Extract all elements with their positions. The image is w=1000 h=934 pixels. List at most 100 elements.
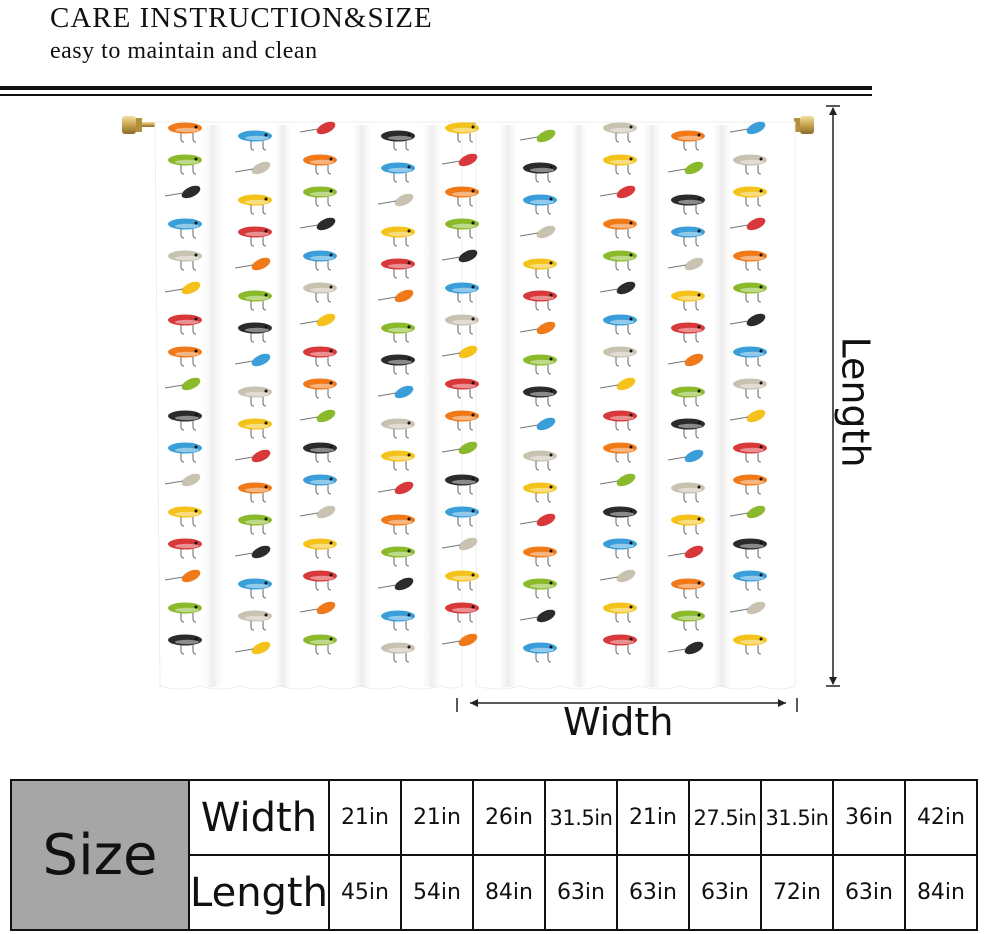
fishing-lure-icon xyxy=(168,506,202,527)
fishing-lure-icon xyxy=(729,601,766,615)
width-value: 27.5in xyxy=(687,779,762,856)
fishing-lure-icon xyxy=(238,482,272,503)
fishing-lure-icon xyxy=(733,378,767,399)
fishing-lure-icon xyxy=(603,442,637,463)
fishing-lure-icon xyxy=(238,418,272,439)
fishing-lure-icon xyxy=(299,409,336,423)
fishing-lure-icon xyxy=(599,473,636,487)
fishing-lure-icon xyxy=(377,385,414,399)
fishing-lure-icon xyxy=(671,194,705,215)
fishing-lure-icon xyxy=(667,449,704,463)
fishing-lure-icon xyxy=(234,257,271,271)
fishing-lure-icon xyxy=(381,354,415,375)
fishing-lure-icon xyxy=(523,482,557,503)
fishing-lure-icon xyxy=(733,346,767,367)
fishing-lure-icon xyxy=(671,322,705,343)
fishing-lure-icon xyxy=(603,346,637,367)
fishing-lure-icon xyxy=(519,513,556,527)
fishing-lure-icon xyxy=(519,129,556,143)
width-value: 31.5in xyxy=(543,779,618,856)
fishing-lure-icon xyxy=(445,282,479,303)
width-value: 31.5in xyxy=(759,779,834,856)
fishing-lure-icon xyxy=(381,450,415,471)
curtain-panel-right xyxy=(475,121,796,690)
fishing-lure-icon xyxy=(667,353,704,367)
fishing-lure-icon xyxy=(381,610,415,631)
fishing-lure-icon xyxy=(381,226,415,247)
fishing-lure-icon xyxy=(599,281,636,295)
width-value: 42in xyxy=(903,779,978,856)
length-row: Length 45in 54in 84in 63in 63in 63in 72i… xyxy=(11,854,978,931)
width-row-label: Width xyxy=(188,779,330,856)
fishing-lure-icon xyxy=(667,545,704,559)
fishing-lure-icon xyxy=(168,250,202,271)
fishing-lure-icon xyxy=(299,121,336,135)
fishing-lure-icon xyxy=(523,546,557,567)
fishing-lure-icon xyxy=(303,154,337,175)
fishing-lure-icon xyxy=(729,313,766,327)
curtain-folds xyxy=(200,125,734,687)
width-row: Size Width 21in 21in 26in 31.5in 21in 27… xyxy=(10,779,978,931)
fishing-lure-icon xyxy=(381,546,415,567)
fishing-lure-icon xyxy=(519,225,556,239)
size-table: Size Width 21in 21in 26in 31.5in 21in 27… xyxy=(10,779,978,931)
curtain-illustration xyxy=(122,105,840,712)
fishing-lure-icon xyxy=(381,514,415,535)
fishing-lure-icon xyxy=(164,473,201,487)
fishing-lure-icon xyxy=(164,377,201,391)
fishing-lure-icon xyxy=(381,642,415,663)
fishing-lure-icon xyxy=(303,282,337,303)
fishing-lure-icon xyxy=(603,410,637,431)
fishing-lure-icon xyxy=(381,162,415,183)
fishing-lure-icon xyxy=(238,226,272,247)
fishing-lure-icon xyxy=(168,410,202,431)
fishing-lure-icon xyxy=(234,161,271,175)
fishing-lure-icon xyxy=(168,218,202,239)
fishing-lure-icon xyxy=(441,345,478,359)
width-dimension-line xyxy=(456,698,798,712)
fishing-lure-icon xyxy=(445,218,479,239)
fishing-lure-icon xyxy=(445,186,479,207)
fishing-lure-icon xyxy=(603,218,637,239)
fishing-lure-icon xyxy=(519,609,556,623)
fishing-lure-icon xyxy=(523,578,557,599)
fishing-lure-icon xyxy=(603,538,637,559)
fishing-lure-icon xyxy=(599,377,636,391)
fishing-lure-icon xyxy=(238,322,272,343)
fishing-lure-icon xyxy=(381,418,415,439)
fishing-lure-icon xyxy=(523,258,557,279)
width-dimension-label: Width xyxy=(563,700,674,744)
fishing-lure-icon xyxy=(168,442,202,463)
fishing-lure-icon xyxy=(523,162,557,183)
fishing-lure-icon xyxy=(377,289,414,303)
length-dimension-label: Length xyxy=(833,336,878,468)
fishing-lure-icon xyxy=(729,505,766,519)
fishing-lure-icon xyxy=(238,610,272,631)
fishing-lure-icon xyxy=(238,194,272,215)
fishing-lure-icon xyxy=(303,186,337,207)
fishing-lure-icon xyxy=(733,538,767,559)
fishing-lure-icon xyxy=(238,130,272,151)
fishing-lure-icon xyxy=(733,570,767,591)
fishing-lure-icon xyxy=(168,346,202,367)
fishing-lure-icon xyxy=(168,154,202,175)
size-label-cell: Size xyxy=(10,779,190,931)
length-value: 63in xyxy=(831,854,906,931)
fishing-lure-icon xyxy=(667,641,704,655)
fishing-lure-icon xyxy=(238,386,272,407)
fishing-lure-icon xyxy=(303,378,337,399)
fishing-lure-icon xyxy=(299,505,336,519)
fishing-lure-icon xyxy=(671,226,705,247)
length-row-label: Length xyxy=(188,854,330,931)
fishing-lure-icon xyxy=(164,185,201,199)
length-value: 84in xyxy=(903,854,978,931)
fishing-lure-icon xyxy=(238,290,272,311)
fishing-lure-icon xyxy=(445,602,479,623)
fishing-lure-icon xyxy=(445,474,479,495)
fishing-lure-icon xyxy=(603,634,637,655)
fishing-lure-icon xyxy=(164,569,201,583)
fishing-lure-icon xyxy=(667,161,704,175)
fishing-lure-icon xyxy=(381,322,415,343)
fishing-lure-icon xyxy=(729,121,766,135)
rod-finial-left xyxy=(122,116,142,134)
